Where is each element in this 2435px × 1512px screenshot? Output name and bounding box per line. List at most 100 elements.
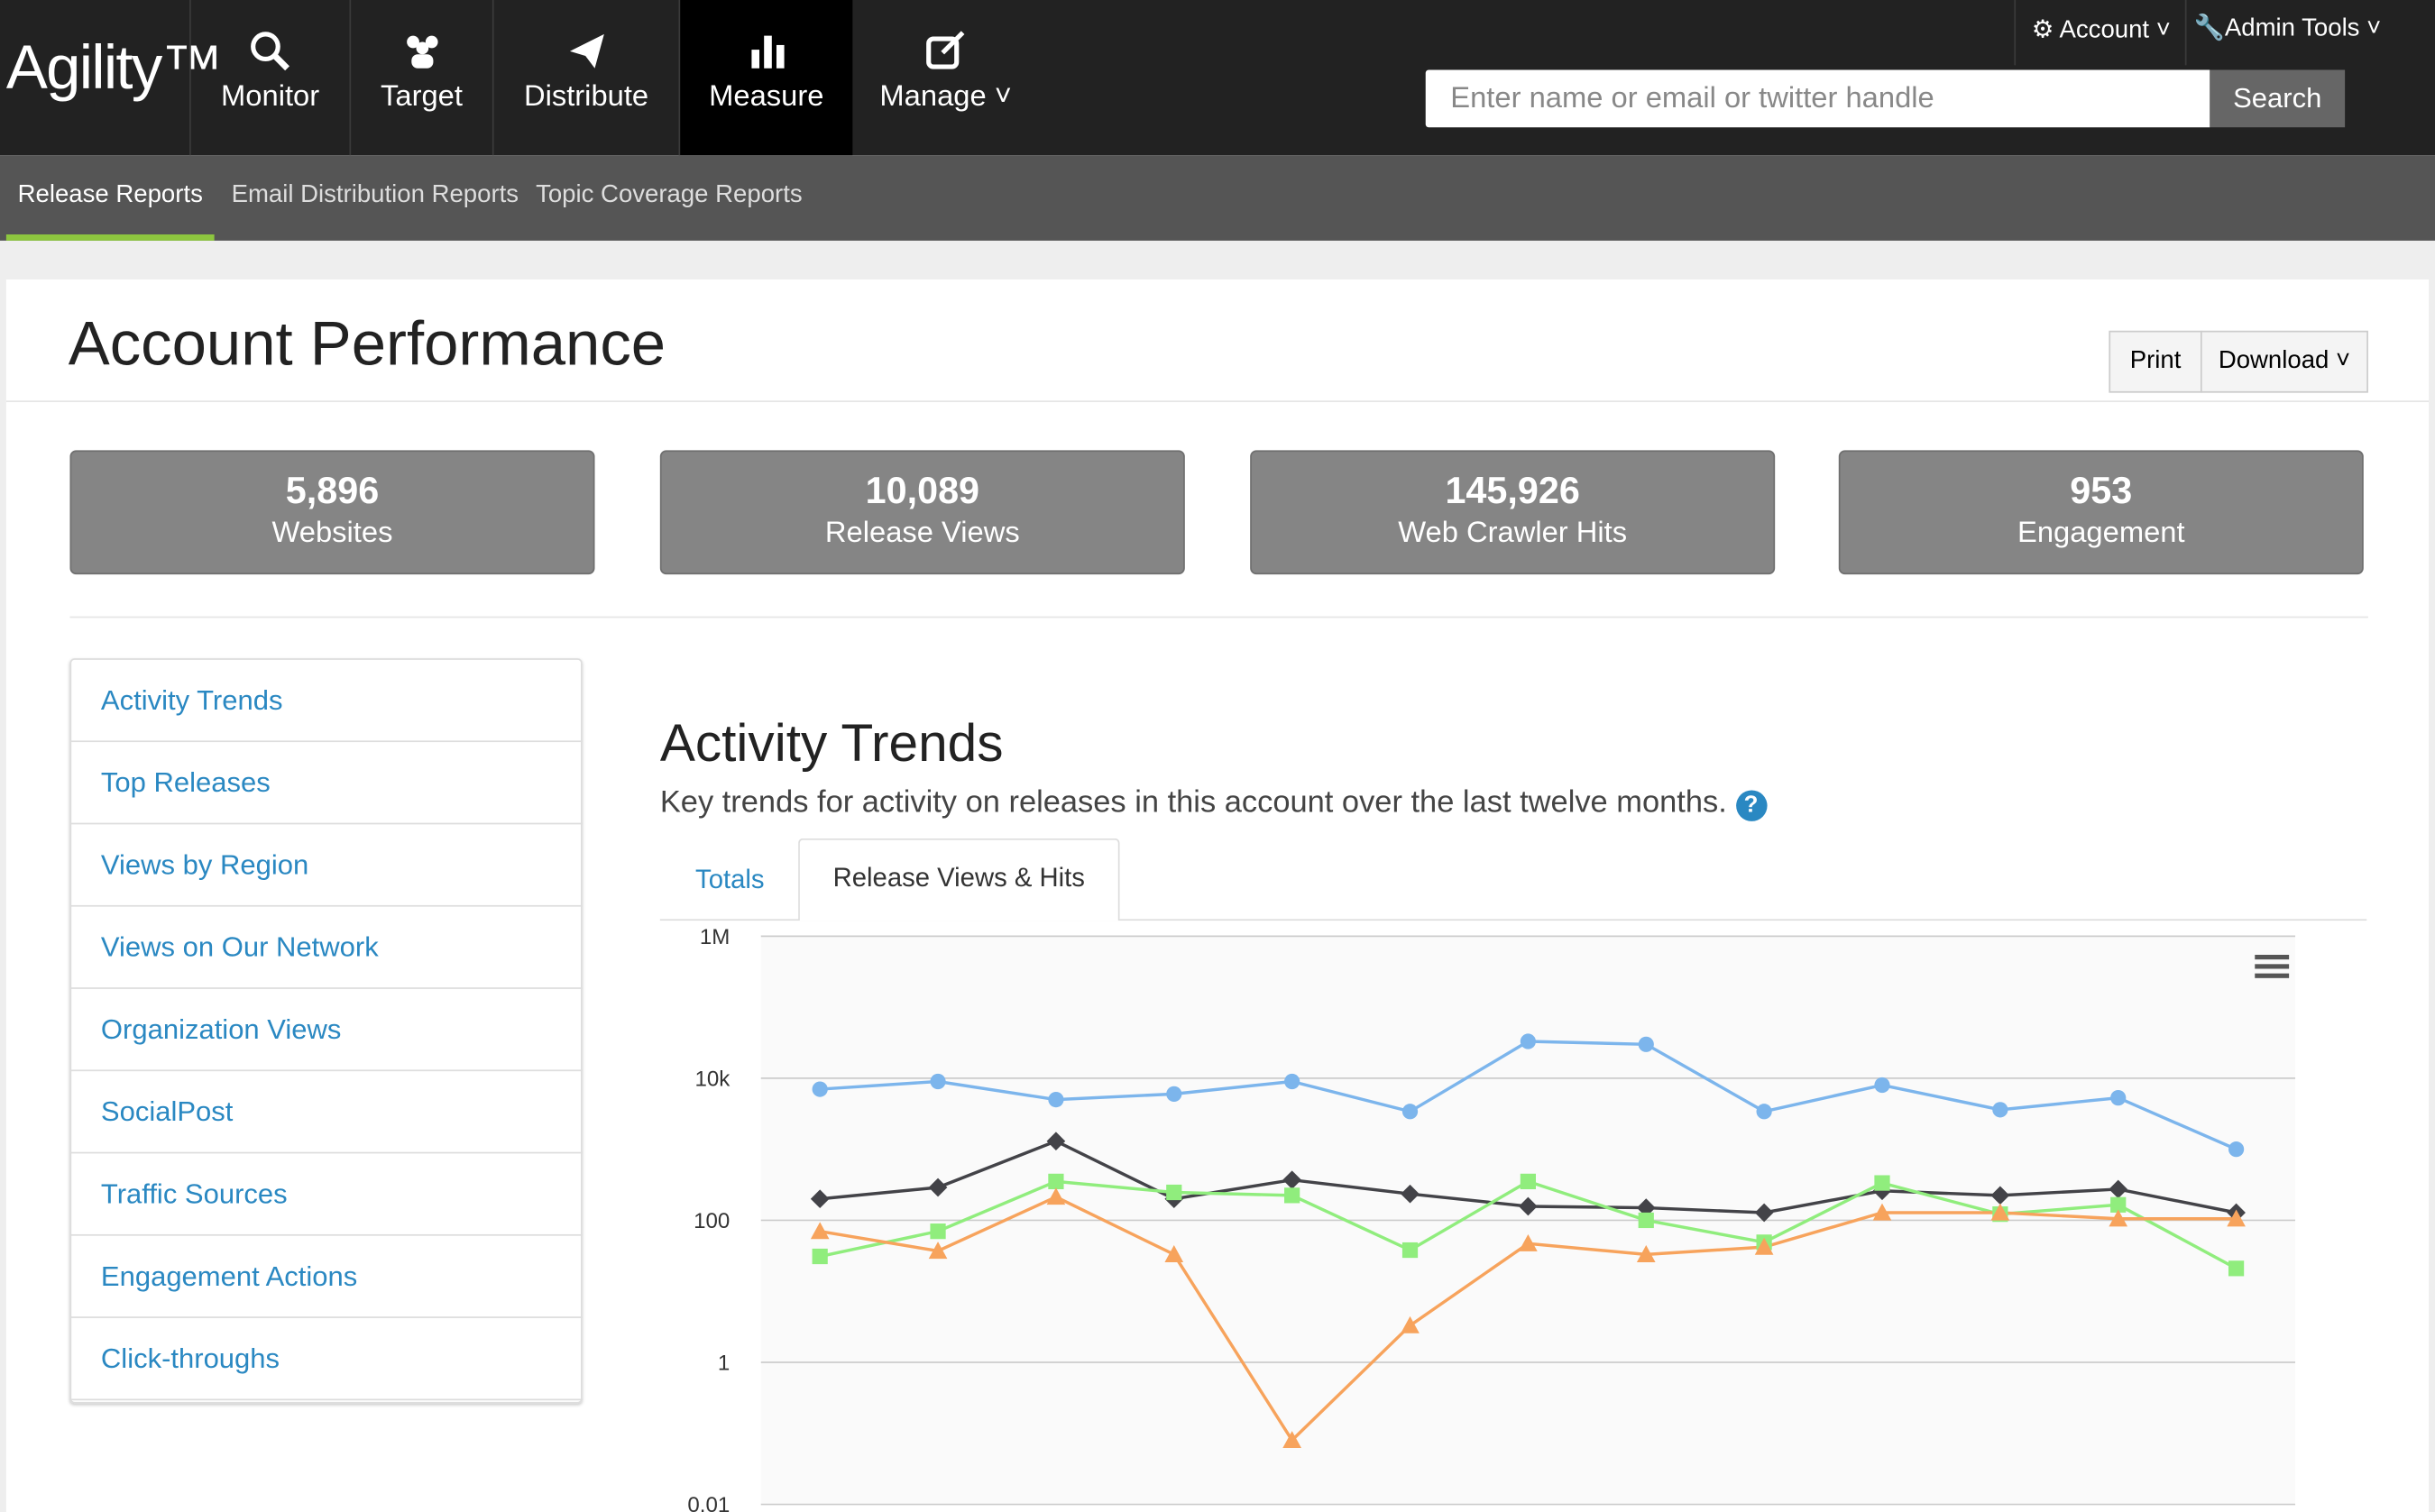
nav-label: Manage bbox=[879, 80, 987, 114]
y-tick-label: 1 bbox=[718, 1352, 730, 1376]
y-tick-label: 0.01 bbox=[687, 1493, 730, 1512]
label: Download bbox=[2218, 347, 2329, 374]
sidebar-link[interactable]: Organization Views bbox=[69, 989, 583, 1072]
search-button[interactable]: Search bbox=[2210, 69, 2346, 128]
point bbox=[812, 1081, 828, 1097]
account-menu[interactable]: ⚙ Account ˅ bbox=[2014, 0, 2186, 66]
tab[interactable]: Totals bbox=[695, 865, 765, 894]
point bbox=[1638, 1036, 1654, 1052]
point bbox=[1874, 1175, 1890, 1191]
y-tick-label: 100 bbox=[694, 1209, 730, 1233]
point bbox=[1990, 1203, 2010, 1221]
top-bar: Agility™ Monitor Target Distribute Measu… bbox=[0, 0, 2435, 156]
point bbox=[930, 1223, 946, 1240]
point bbox=[1166, 1086, 1182, 1102]
point bbox=[1166, 1184, 1182, 1201]
tab-line bbox=[659, 919, 2367, 921]
icon bbox=[406, 35, 437, 69]
nav-item[interactable]: Distribute bbox=[492, 0, 679, 156]
point bbox=[1282, 1431, 1301, 1449]
sidebar-link[interactable]: Views on Our Network bbox=[69, 907, 583, 989]
sidebar-link[interactable]: SocialPost bbox=[69, 1071, 583, 1154]
stat-label: Web Crawler Hits bbox=[1398, 517, 1628, 550]
nav-item[interactable]: Measure bbox=[678, 0, 853, 156]
sidebar-link[interactable]: Activity Trends bbox=[69, 660, 583, 743]
icon bbox=[569, 33, 603, 69]
help-icon[interactable]: ? bbox=[1735, 790, 1767, 821]
sub-tab[interactable]: Email Distribution Reports bbox=[231, 181, 519, 208]
menu-icon[interactable] bbox=[2255, 954, 2290, 978]
point bbox=[1874, 1077, 1890, 1094]
stat-value: 5,896 bbox=[285, 470, 380, 513]
print-button[interactable]: Print bbox=[2109, 330, 2202, 393]
point bbox=[1756, 1104, 1772, 1120]
point bbox=[1046, 1187, 1066, 1205]
download-button[interactable]: Download ˅ bbox=[2200, 330, 2368, 393]
label: Account bbox=[2059, 16, 2150, 44]
point bbox=[1754, 1237, 1774, 1255]
sub-nav: Release Reports Email Distribution Repor… bbox=[0, 155, 2435, 241]
stat-label: Engagement bbox=[2017, 517, 2185, 550]
content-card: Account Performance Print Download ˅ 5,8… bbox=[5, 279, 2430, 1512]
sidebar-link[interactable]: Engagement Actions bbox=[69, 1236, 583, 1318]
section-subtitle: Key trends for activity on releases in t… bbox=[660, 785, 1767, 821]
stat-value: 145,926 bbox=[1445, 470, 1580, 513]
point bbox=[1520, 1033, 1536, 1049]
point bbox=[1520, 1173, 1536, 1189]
point bbox=[810, 1189, 830, 1209]
sub-tab[interactable]: Release Reports bbox=[5, 155, 215, 241]
sidebar-link[interactable]: Top Releases bbox=[69, 742, 583, 825]
stat-value: 10,089 bbox=[865, 470, 980, 513]
point bbox=[1519, 1233, 1538, 1251]
stat-box: 953 Engagement bbox=[1838, 450, 2364, 575]
subtitle-text: Key trends for activity on releases in t… bbox=[659, 785, 1727, 820]
stat-box: 5,896 Websites bbox=[69, 450, 595, 575]
stat-box: 10,089 Release Views bbox=[659, 450, 1185, 575]
point bbox=[1519, 1196, 1538, 1216]
point bbox=[1284, 1187, 1300, 1204]
point bbox=[1401, 1315, 1420, 1333]
nav-item[interactable]: Manage ˅ bbox=[852, 0, 1039, 155]
point bbox=[810, 1222, 830, 1240]
point bbox=[1401, 1242, 1419, 1259]
section-title: Activity Trends bbox=[659, 714, 1004, 774]
sidebar-link[interactable]: Views by Region bbox=[69, 824, 583, 907]
stat-label: Websites bbox=[271, 517, 393, 550]
stat-box: 145,926 Web Crawler Hits bbox=[1250, 450, 1776, 575]
nav-label: Distribute bbox=[523, 80, 649, 114]
icon bbox=[251, 32, 289, 71]
label: Admin Tools bbox=[2224, 15, 2360, 42]
logo[interactable]: Agility™ bbox=[5, 33, 224, 103]
point bbox=[1992, 1102, 2008, 1118]
y-tick-label: 1M bbox=[700, 925, 730, 949]
divider bbox=[69, 616, 2368, 619]
stat-value: 953 bbox=[2070, 470, 2133, 513]
nav-label: Measure bbox=[709, 80, 824, 114]
page-title: Account Performance bbox=[68, 310, 666, 380]
point bbox=[1048, 1173, 1064, 1189]
point bbox=[1048, 1091, 1064, 1108]
point bbox=[2110, 1089, 2127, 1106]
point bbox=[2109, 1209, 2128, 1227]
sub-tab[interactable]: Topic Coverage Reports bbox=[536, 181, 803, 208]
sidebar-link[interactable]: Traffic Sources bbox=[69, 1153, 583, 1236]
admin-menu[interactable]: 🔧Admin Tools ˅ bbox=[2184, 0, 2389, 66]
point bbox=[2228, 1141, 2245, 1158]
icon bbox=[750, 35, 784, 69]
point bbox=[1638, 1212, 1654, 1229]
point bbox=[1401, 1104, 1419, 1120]
icon bbox=[926, 31, 965, 69]
search-input[interactable]: Enter name or email or twitter handle bbox=[1425, 69, 2210, 128]
nav-item[interactable]: Monitor bbox=[189, 0, 349, 156]
chart: 1M 10k 100 1 0.01 bbox=[687, 925, 2296, 1512]
tab-active[interactable]: Release Views & Hits bbox=[798, 838, 1120, 921]
point bbox=[1284, 1073, 1300, 1090]
point bbox=[930, 1073, 946, 1090]
sidebar-link[interactable]: Click-throughs bbox=[69, 1318, 583, 1401]
nav-item[interactable]: Target bbox=[349, 0, 492, 156]
point bbox=[1636, 1245, 1656, 1262]
point bbox=[2228, 1260, 2245, 1277]
divider bbox=[5, 400, 2430, 402]
